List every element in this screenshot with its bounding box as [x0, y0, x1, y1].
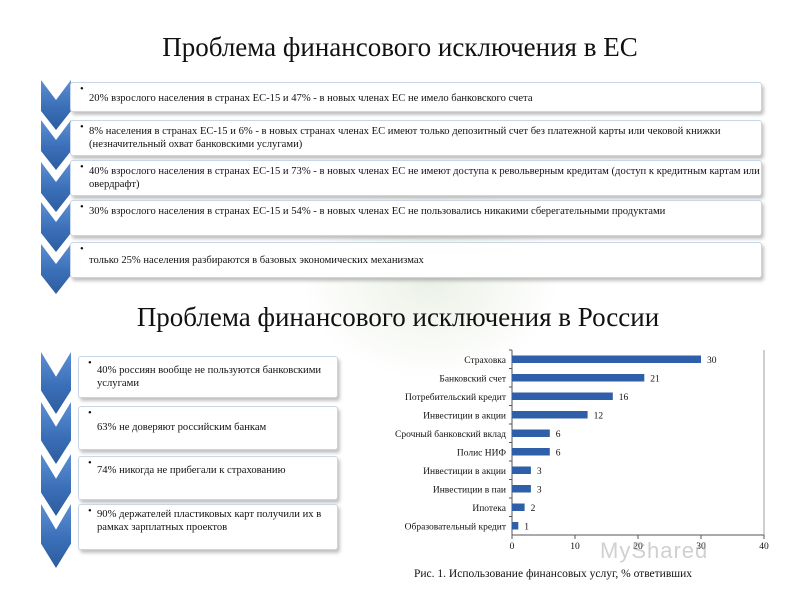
bar	[512, 411, 588, 419]
eu-item-text: 40% взрослого населения в странах ЕС-15 …	[80, 161, 761, 191]
eu-item-text: 8% населения в странах ЕС-15 и 6% - в но…	[80, 121, 761, 151]
category-label: Банковский счет	[439, 373, 506, 384]
ru-item-text: 90% держателей пластиковых карт получили…	[88, 505, 337, 534]
value-label: 6	[556, 448, 561, 458]
x-tick-label: 30	[696, 542, 706, 552]
value-label: 12	[594, 411, 604, 421]
eu-item-3: 40% взрослого населения в странах ЕС-15 …	[70, 160, 762, 196]
eu-item-1: 20% взрослого населения в странах ЕС-15 …	[70, 82, 762, 112]
ru-item-1: 40% россиян вообще не пользуются банковс…	[78, 356, 338, 398]
x-tick-label: 20	[633, 542, 643, 552]
value-label: 3	[537, 467, 542, 477]
ru-item-text: 74% никогда не прибегали к страхованию	[88, 457, 337, 477]
ru-item-3: 74% никогда не прибегали к страхованию	[78, 456, 338, 500]
value-label: 21	[650, 374, 660, 384]
bar	[512, 522, 519, 530]
russia-title: Проблема финансового исключения в России	[136, 302, 660, 332]
ru-item-2: 63% не доверяют российским банкам	[78, 406, 338, 450]
eu-item-text: 20% взрослого населения в странах ЕС-15 …	[80, 83, 761, 105]
category-label: Страховка	[464, 356, 507, 366]
bar	[512, 466, 531, 474]
eu-item-4: 30% взрослого населения в странах ЕС-15 …	[70, 200, 762, 236]
eu-item-5: только 25% населения разбираются в базов…	[70, 242, 762, 278]
category-label: Срочный банковский вклад	[395, 429, 506, 440]
ru-chevron-stack	[41, 352, 71, 570]
ru-item-4: 90% держателей пластиковых карт получили…	[78, 504, 338, 550]
category-label: Инвестиции в акции	[423, 467, 506, 477]
bar	[512, 448, 550, 456]
eu-item-text: только 25% населения разбираются в базов…	[80, 243, 761, 267]
eu-chevron-stack	[41, 80, 71, 295]
chevron-icon	[41, 352, 71, 414]
bar	[512, 355, 701, 363]
bar	[512, 503, 525, 511]
value-label: 1	[524, 522, 529, 532]
ru-item-text: 40% россиян вообще не пользуются банковс…	[88, 357, 337, 390]
value-label: 16	[619, 393, 629, 403]
eu-item-2: 8% населения в странах ЕС-15 и 6% - в но…	[70, 120, 762, 156]
eu-item-text: 30% взрослого населения в странах ЕС-15 …	[80, 201, 761, 218]
category-label: Инвестиции в паи	[433, 485, 506, 495]
bar	[512, 392, 613, 400]
category-label: Инвестиции в акции	[423, 411, 506, 421]
value-label: 3	[537, 485, 542, 495]
value-label: 2	[531, 504, 536, 514]
category-label: Потребительский кредит	[405, 392, 507, 403]
bar	[512, 374, 645, 382]
category-label: Образовательный кредит	[405, 521, 507, 532]
x-tick-label: 10	[570, 542, 580, 552]
watermark: MyShared	[600, 538, 709, 563]
chart-caption: Рис. 1. Использование финансовых услуг, …	[414, 568, 693, 580]
ru-item-text: 63% не доверяют российским банкам	[88, 407, 337, 434]
x-tick-label: 0	[510, 542, 515, 552]
bar	[512, 485, 531, 493]
usage-bar-chart: Страховка 30 Банковский счет 21 Потребительс…	[380, 345, 780, 565]
category-label: Полис НИФ	[457, 448, 507, 458]
value-label: 6	[556, 430, 561, 440]
chevron-icon	[41, 80, 71, 130]
x-tick-label: 40	[759, 542, 769, 552]
value-label: 30	[707, 356, 717, 366]
eu-title: Проблема финансового исключения в ЕС	[162, 32, 638, 62]
bar	[512, 429, 550, 437]
category-label: Ипотека	[472, 504, 506, 514]
